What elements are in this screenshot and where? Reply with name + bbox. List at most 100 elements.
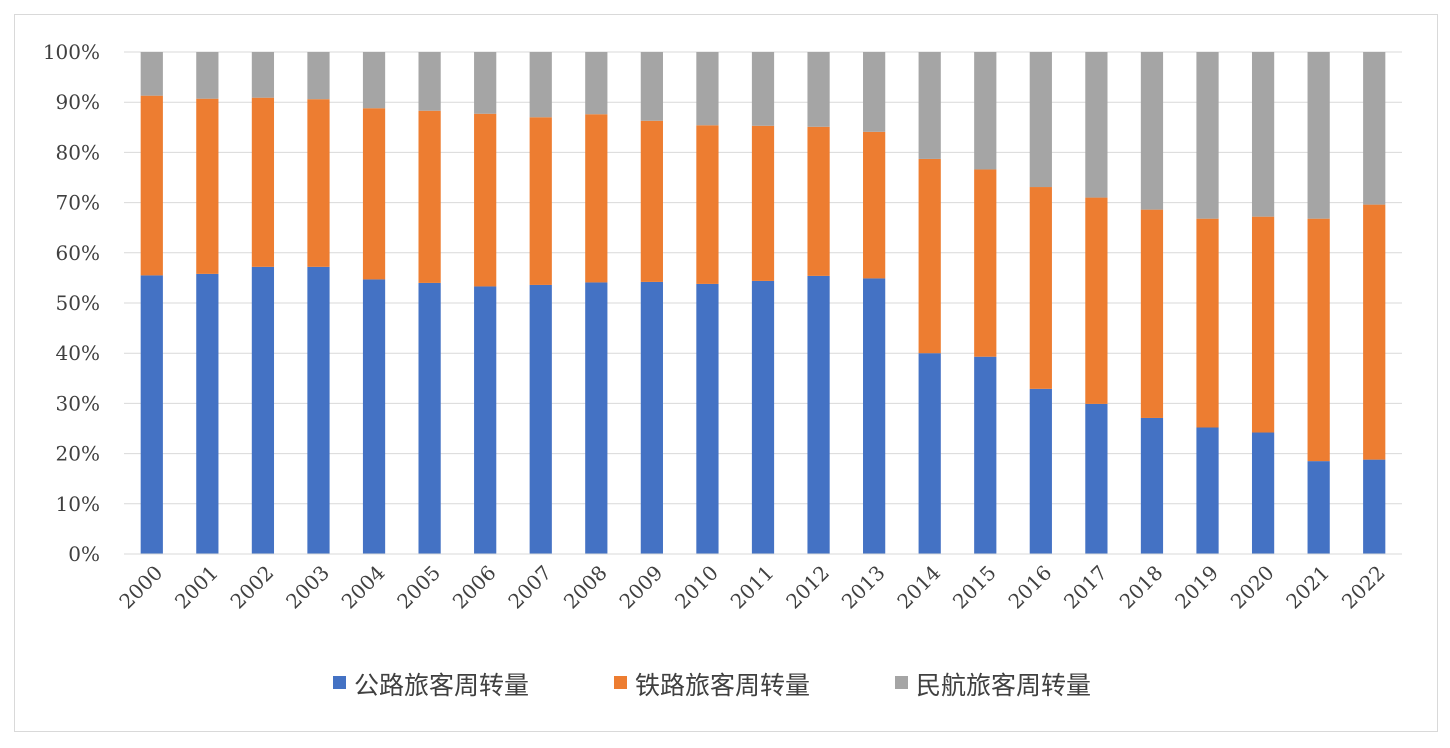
y-tick-label: 90% <box>56 90 100 114</box>
bar-segment-3-2006 <box>474 52 497 114</box>
bar-segment-1-2014 <box>918 353 941 554</box>
bar-segment-1-2015 <box>974 356 997 554</box>
x-tick-label: 2010 <box>670 561 723 614</box>
bar-segment-1-2010 <box>696 283 719 554</box>
x-tick-label: 2007 <box>503 561 556 614</box>
bar-segment-2-2022 <box>1363 204 1386 460</box>
bar-segment-3-2016 <box>1029 52 1052 188</box>
bar-segment-2-2004 <box>362 108 386 280</box>
bar-segment-2-2019 <box>1196 218 1219 428</box>
bar-segment-1-2019 <box>1196 427 1219 554</box>
x-tick-label: 2000 <box>114 561 167 614</box>
legend-item: 民航旅客周转量 <box>895 671 1091 700</box>
x-tick-label: 2009 <box>614 561 667 614</box>
bar-segment-3-2019 <box>1196 52 1219 219</box>
y-tick-label: 20% <box>56 442 100 466</box>
x-tick-label: 2012 <box>781 561 834 614</box>
bar-segment-3-2021 <box>1307 52 1330 219</box>
bar-segment-3-2003 <box>307 52 330 100</box>
bar-segment-2-2002 <box>251 97 275 267</box>
bar-segment-3-2010 <box>696 52 719 126</box>
bar-segment-1-2011 <box>751 280 775 554</box>
legend-swatch <box>895 676 908 689</box>
x-tick-label: 2017 <box>1059 561 1112 614</box>
x-tick-label: 2022 <box>1337 561 1390 614</box>
y-tick-label: 100% <box>43 40 100 64</box>
bar-segment-2-2008 <box>585 114 608 283</box>
bar-segment-2-2016 <box>1029 187 1052 389</box>
bar-segment-2-2014 <box>918 158 941 354</box>
bar-segment-2-2011 <box>751 125 775 281</box>
x-tick-label: 2005 <box>392 561 445 614</box>
bar-segment-2-2017 <box>1085 197 1108 404</box>
legend-item: 公路旅客周转量 <box>333 671 529 700</box>
legend-label: 公路旅客周转量 <box>354 671 529 700</box>
bar-segment-3-2015 <box>974 52 997 170</box>
bar-segment-1-2006 <box>474 286 497 554</box>
bar-segment-1-2005 <box>418 282 441 554</box>
bar-segment-1-2018 <box>1140 417 1164 554</box>
y-tick-label: 0% <box>68 542 100 566</box>
legend-item: 铁路旅客周转量 <box>614 671 810 700</box>
bar-segment-3-2022 <box>1363 52 1386 205</box>
bar-segment-2-2001 <box>196 98 219 274</box>
x-tick-label: 2001 <box>170 561 223 614</box>
bar-segment-2-2010 <box>696 125 719 284</box>
bar-segment-2-2013 <box>863 131 886 279</box>
x-tick-label: 2015 <box>948 561 1001 614</box>
legend-swatch <box>333 676 346 689</box>
bar-segment-3-2013 <box>863 52 886 132</box>
x-tick-label: 2014 <box>892 561 945 614</box>
bar-segment-3-2007 <box>529 52 552 118</box>
bar-segment-1-2009 <box>640 281 663 554</box>
bar-segment-3-2017 <box>1085 52 1108 198</box>
bar-segment-1-2008 <box>585 282 608 554</box>
bar-segment-1-2007 <box>529 284 552 554</box>
x-tick-label: 2004 <box>337 561 390 614</box>
bar-segment-2-2006 <box>474 113 497 287</box>
bar-segment-3-2011 <box>751 52 775 126</box>
x-tick-label: 2006 <box>448 561 501 614</box>
bar-segment-1-2004 <box>362 279 386 554</box>
bar-segment-2-2015 <box>974 169 997 357</box>
bar-segment-3-2001 <box>196 52 219 99</box>
bar-segment-3-2020 <box>1251 52 1275 217</box>
bar-segment-3-2004 <box>362 52 386 109</box>
bar-segment-2-2007 <box>529 117 552 285</box>
legend-label: 铁路旅客周转量 <box>635 671 810 700</box>
bar-segment-2-2009 <box>640 120 663 282</box>
x-tick-label: 2019 <box>1170 561 1223 614</box>
legend-swatch <box>614 676 627 689</box>
y-tick-label: 30% <box>56 391 100 415</box>
x-tick-label: 2013 <box>837 561 890 614</box>
bar-segment-1-2001 <box>196 273 219 554</box>
x-tick-label: 2021 <box>1281 561 1334 614</box>
bar-segment-3-2005 <box>418 52 441 111</box>
bar-segment-1-2013 <box>863 278 886 554</box>
y-tick-label: 60% <box>56 241 100 265</box>
bar-segment-1-2000 <box>140 275 163 554</box>
bar-segment-3-2018 <box>1140 52 1164 210</box>
bar-segment-2-2012 <box>807 126 830 276</box>
x-tick-label: 2003 <box>281 561 334 614</box>
bar-segment-3-2009 <box>640 52 663 121</box>
y-tick-label: 10% <box>56 492 100 516</box>
legend-label: 民航旅客周转量 <box>916 671 1091 700</box>
x-tick-label: 2018 <box>1115 561 1168 614</box>
bar-segment-1-2012 <box>807 275 830 554</box>
bar-segment-1-2021 <box>1307 461 1330 554</box>
y-tick-label: 40% <box>56 341 100 365</box>
bar-segment-2-2003 <box>307 99 330 267</box>
bar-segment-2-2020 <box>1251 216 1275 433</box>
bar-segment-1-2003 <box>307 266 330 554</box>
bar-segment-3-2000 <box>140 52 163 96</box>
bar-segment-1-2020 <box>1251 432 1275 554</box>
y-tick-label: 80% <box>56 140 100 164</box>
x-tick-label: 2016 <box>1003 561 1056 614</box>
bar-segment-1-2017 <box>1085 403 1108 554</box>
y-tick-label: 70% <box>56 191 100 215</box>
bar-segment-1-2002 <box>251 266 275 554</box>
x-tick-label: 2011 <box>726 561 779 614</box>
bar-segment-3-2012 <box>807 52 830 127</box>
